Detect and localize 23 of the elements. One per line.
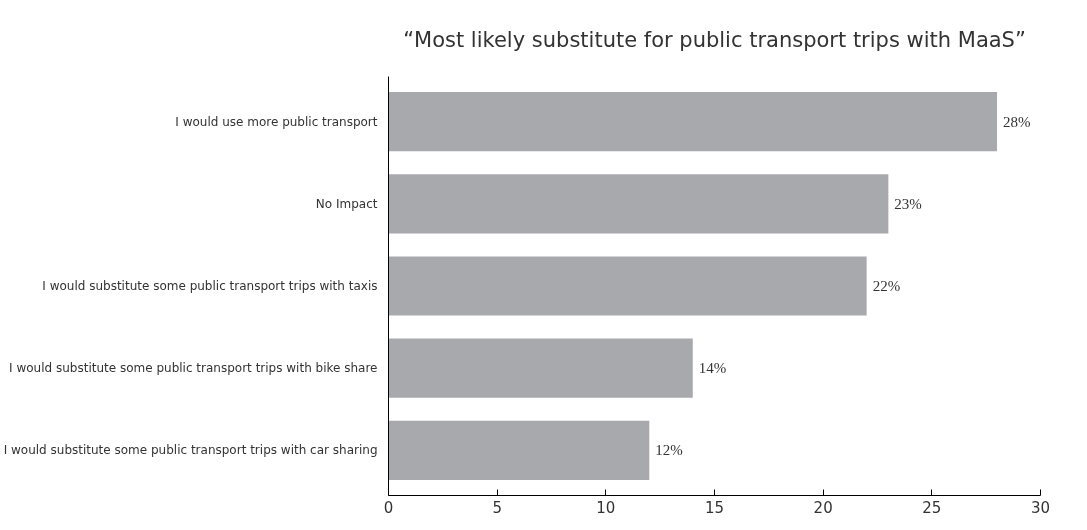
- data-label: 12%: [655, 442, 683, 459]
- bar: [388, 338, 693, 398]
- data-label: 22%: [872, 278, 901, 294]
- x-tick-label: 0: [383, 498, 394, 517]
- y-tick-label: I would use more public transport: [175, 114, 378, 129]
- y-tick-label: No Impact: [315, 196, 378, 211]
- x-tick-label: 30: [1030, 498, 1051, 517]
- x-tick-label: 15: [704, 498, 725, 517]
- chart-title: “Most likely substitute for public transport trips with MaaS”: [403, 27, 1026, 52]
- x-tick-label: 5: [492, 498, 502, 517]
- x-tick-label: 10: [596, 498, 616, 517]
- data-label: 14%: [698, 360, 727, 377]
- bar: [388, 174, 889, 234]
- bar: [388, 256, 867, 316]
- x-tick-label: 25: [922, 498, 942, 517]
- y-tick-label: I would substitute some public transport trips with car sharing: [3, 443, 378, 458]
- y-tick-label: I would substitute some public transport trips with bike share: [9, 361, 378, 376]
- bar: [388, 92, 998, 152]
- data-label: 28%: [1003, 113, 1031, 130]
- bar: [388, 420, 650, 480]
- y-tick-label: I would substitute some public transport trips with taxis: [42, 279, 378, 293]
- x-tick-label: 20: [813, 498, 833, 517]
- data-label: 23%: [894, 195, 922, 212]
